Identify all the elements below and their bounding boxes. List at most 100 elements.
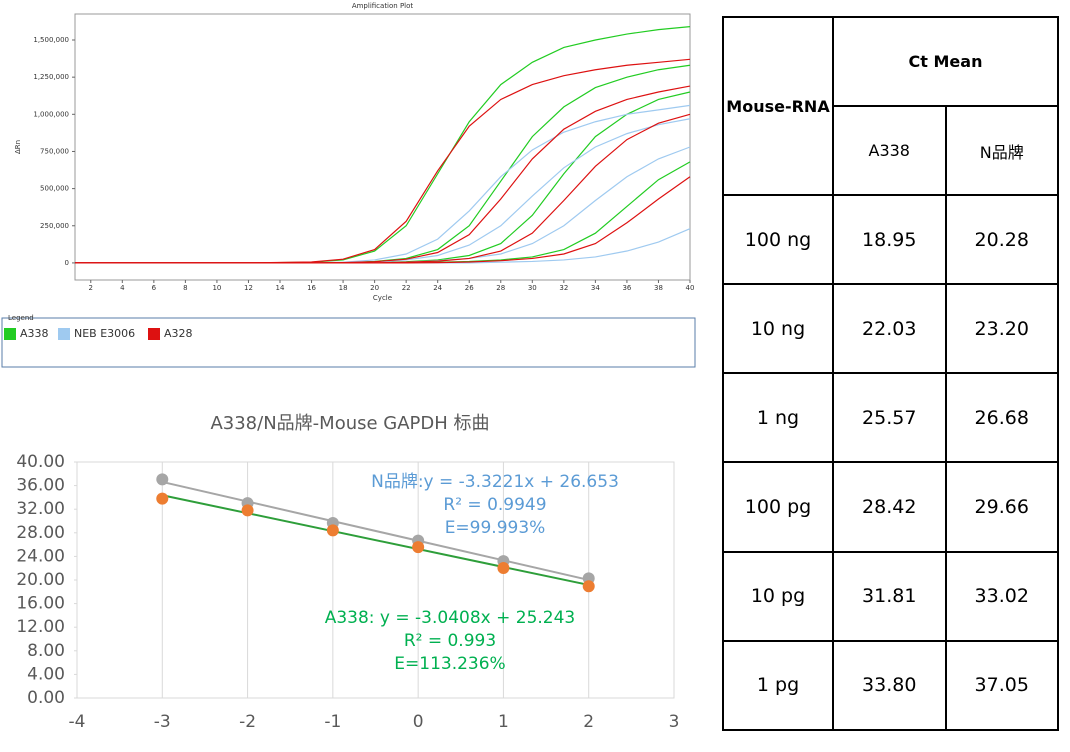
y-tick-label: 20.00: [16, 570, 65, 590]
x-tick-label: 38: [654, 284, 663, 292]
cell: 26.68: [944, 372, 1059, 464]
cell: 37.05: [944, 639, 1059, 732]
trendline-label: E=99.993%: [445, 518, 546, 538]
cell: 25.57: [832, 372, 947, 464]
legend-swatch: [148, 328, 160, 340]
legend-swatch: [58, 328, 70, 340]
cell: 20.28: [944, 193, 1059, 286]
trendline: [162, 494, 589, 586]
x-tick-label: 1: [498, 712, 509, 732]
y-tick-label: 36.00: [16, 476, 65, 496]
y-tick-label: 1,500,000: [33, 36, 69, 44]
y-tick-label: 1,000,000: [33, 110, 69, 118]
y-tick-label: 12.00: [16, 617, 65, 637]
y-axis-label: ΔRn: [14, 140, 22, 154]
x-tick-label: 20: [370, 284, 379, 292]
x-tick-label: 3: [669, 712, 680, 732]
header-cell: A338: [832, 105, 947, 196]
x-tick-label: 6: [152, 284, 157, 292]
x-tick-label: 32: [559, 284, 568, 292]
legend-label: NEB E3006: [74, 327, 135, 340]
trendline-label: A338: y = -3.0408x + 25.243: [325, 608, 576, 628]
cell: 100 pg: [722, 461, 834, 553]
x-tick-label: -1: [324, 712, 341, 732]
x-tick-label: -2: [239, 712, 256, 732]
x-tick-label: 36: [622, 284, 631, 292]
data-point: [241, 504, 254, 517]
y-tick-label: 28.00: [16, 523, 65, 543]
y-tick-label: 40.00: [16, 452, 65, 472]
x-tick-label: 30: [528, 284, 537, 292]
legend-label: A328: [164, 327, 193, 340]
cell: 33.02: [944, 550, 1059, 642]
y-tick-label: 1,250,000: [33, 73, 69, 81]
x-tick-label: -4: [69, 712, 86, 732]
x-tick-label: 2: [583, 712, 594, 732]
cell: 33.80: [832, 639, 947, 732]
y-tick-label: 500,000: [40, 185, 69, 193]
y-tick-label: 0.00: [27, 688, 65, 708]
chart-title: A338/N品牌-Mouse GAPDH 标曲: [210, 413, 489, 434]
x-tick-label: 18: [339, 284, 348, 292]
ct-table: Mouse-RNA Ct Mean A338 N品牌 100 ng 18.95 20…: [722, 16, 1059, 732]
y-tick-label: 8.00: [27, 641, 65, 661]
x-tick-label: 4: [120, 284, 125, 292]
cell: 28.42: [832, 461, 947, 553]
plot-frame: [74, 13, 691, 281]
legend-swatch: [4, 328, 16, 340]
cell: 10 pg: [722, 550, 834, 642]
y-tick-label: 250,000: [40, 222, 69, 230]
x-tick-label: 14: [276, 284, 285, 292]
cell: 22.03: [832, 283, 947, 375]
x-tick-label: 34: [591, 284, 600, 292]
amplification-curve: [75, 91, 691, 264]
legend-title: Legend: [8, 314, 34, 322]
y-tick-label: 750,000: [40, 147, 69, 155]
data-point: [582, 580, 595, 593]
y-tick-label: 4.00: [27, 664, 65, 684]
amplification-curve: [75, 176, 691, 264]
cell: 29.66: [944, 461, 1059, 553]
x-tick-label: 28: [496, 284, 505, 292]
data-point: [156, 473, 169, 486]
y-tick-label: 0: [65, 259, 69, 267]
cell: 1 ng: [722, 372, 834, 464]
data-point: [326, 524, 339, 537]
x-tick-label: 24: [433, 284, 442, 292]
data-point: [497, 562, 510, 575]
cell: 10 ng: [722, 283, 834, 375]
x-tick-label: 8: [183, 284, 187, 292]
trendline-label: R² = 0.993: [404, 631, 496, 651]
y-tick-label: 16.00: [16, 594, 65, 614]
y-tick-label: 32.00: [16, 499, 65, 519]
amplification-curve: [75, 161, 691, 264]
header-cell: Ct Mean: [832, 16, 1059, 107]
cell: 31.81: [832, 550, 947, 642]
data-point: [412, 541, 425, 554]
x-tick-label: 10: [212, 284, 221, 292]
trendline: [162, 480, 589, 581]
trendline-label: R² = 0.9949: [443, 495, 546, 515]
legend-label: A338: [20, 327, 49, 340]
amplification-curve: [75, 85, 691, 264]
data-point: [156, 492, 169, 505]
x-tick-label: 2: [89, 284, 93, 292]
cell: 23.20: [944, 283, 1059, 375]
cell: 18.95: [832, 193, 947, 286]
cell: 1 pg: [722, 639, 834, 732]
trendline-label: E=113.236%: [394, 654, 505, 674]
amplification-curve: [75, 58, 691, 264]
chart-title: Amplification Plot: [352, 2, 414, 10]
x-axis-label: Cycle: [373, 294, 392, 302]
header-cell: Mouse-RNA: [722, 16, 834, 196]
header-cell: N品牌: [944, 105, 1059, 196]
y-tick-label: 24.00: [16, 546, 65, 566]
legend-box: [1, 317, 696, 368]
x-tick-label: -3: [154, 712, 171, 732]
cell: 100 ng: [722, 193, 834, 286]
amplification-curve: [75, 113, 691, 264]
amplification-curve: [75, 118, 691, 264]
amplification-curve: [75, 26, 691, 264]
